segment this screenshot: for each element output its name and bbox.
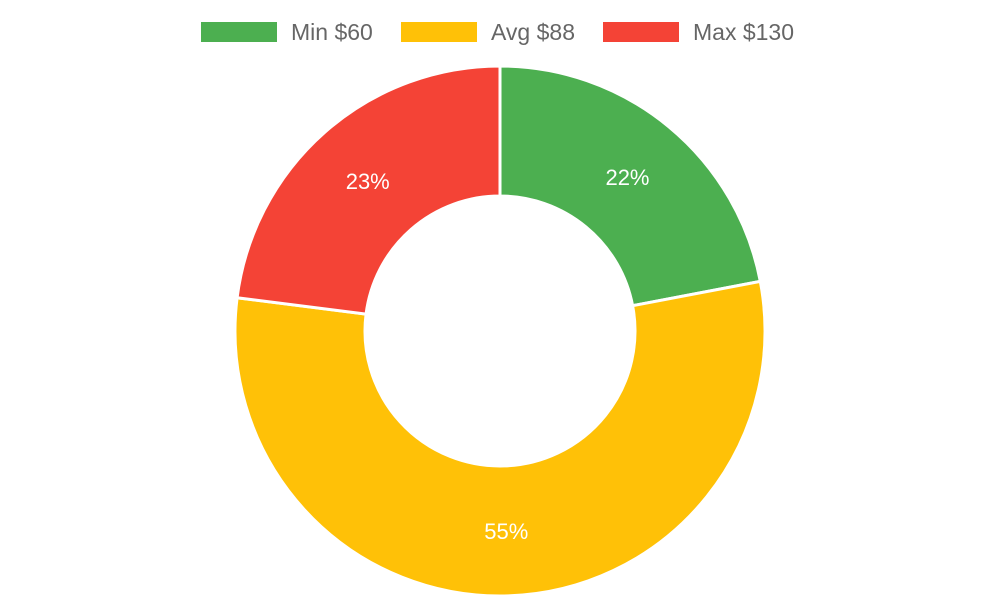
legend-label-0: Min $60 [291, 19, 373, 45]
legend-label-2: Max $130 [693, 19, 794, 45]
legend-swatch-1 [401, 22, 477, 42]
slice-label-1: 55% [484, 519, 528, 544]
legend-item-0[interactable]: Min $60 [201, 19, 373, 45]
slice-2[interactable] [235, 64, 502, 316]
chart-slices [233, 64, 767, 598]
slice-0[interactable] [498, 64, 763, 308]
legend-label-1: Avg $88 [491, 19, 575, 45]
legend-item-1[interactable]: Avg $88 [401, 19, 575, 45]
legend-swatch-2 [603, 22, 679, 42]
slice-1[interactable] [233, 279, 767, 598]
legend-swatch-0 [201, 22, 277, 42]
slice-label-0: 22% [605, 165, 649, 190]
chart-legend: Min $60 Avg $88 Max $130 [201, 19, 794, 45]
slice-label-2: 23% [346, 169, 390, 194]
legend-item-2[interactable]: Max $130 [603, 19, 794, 45]
chart-slice-labels: 22% 55% 23% [346, 165, 650, 544]
